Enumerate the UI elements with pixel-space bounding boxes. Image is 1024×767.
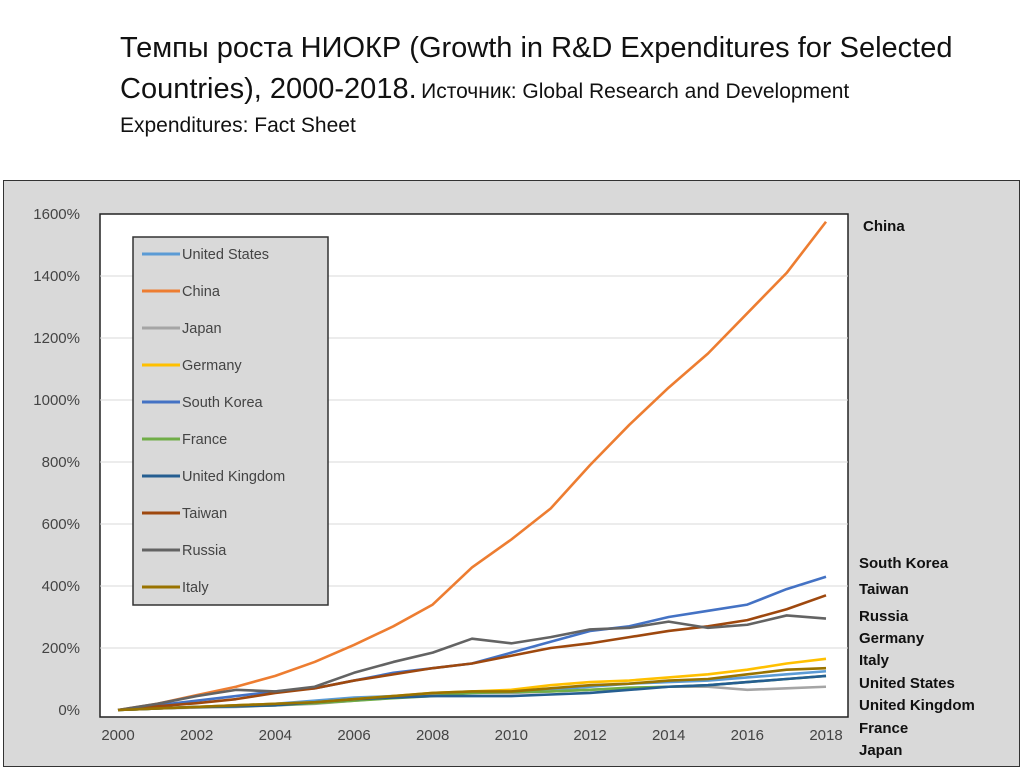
series-line-taiwan (117, 594, 827, 712)
end-label: South Korea (859, 555, 949, 572)
y-tick-label: 600% (42, 516, 80, 533)
y-tick-label: 400% (42, 578, 80, 595)
end-label: France (859, 720, 908, 737)
legend-label: France (182, 432, 227, 448)
x-tick-label: 2008 (416, 727, 449, 744)
y-tick-label: 800% (42, 454, 80, 471)
end-label: United Kingdom (859, 697, 975, 714)
y-tick-label: 0% (58, 702, 80, 719)
series-line-italy (117, 666, 827, 712)
legend-label: Taiwan (182, 506, 227, 522)
x-tick-label: 2004 (259, 727, 292, 744)
y-tick-label: 1600% (33, 206, 80, 223)
legend-label: Italy (182, 580, 209, 596)
slide-title: Темпы роста НИОКР (Growth in R&D Expendi… (120, 30, 1020, 140)
series-line-russia (117, 614, 827, 712)
end-label: Russia (859, 608, 909, 625)
legend-label: South Korea (182, 395, 264, 411)
legend-label: Japan (182, 321, 222, 337)
title-main: Темпы роста НИОКР (Growth in R&D Expendi… (120, 32, 953, 105)
x-tick-label: 2016 (731, 727, 764, 744)
y-tick-label: 1400% (33, 268, 80, 285)
y-tick-label: 1000% (33, 392, 80, 409)
x-tick-label: 2010 (495, 727, 528, 744)
end-label: Germany (859, 630, 925, 647)
end-label: Italy (859, 652, 890, 669)
legend-label: Russia (182, 543, 227, 559)
x-tick-label: 2018 (809, 727, 842, 744)
title-source-line2: Expenditures: Fact Sheet (120, 114, 356, 137)
legend-box (132, 236, 329, 606)
x-tick-label: 2012 (573, 727, 606, 744)
x-tick-label: 2006 (337, 727, 370, 744)
end-label: Japan (859, 742, 902, 759)
end-label: China (863, 218, 905, 235)
y-tick-label: 1200% (33, 330, 80, 347)
x-tick-label: 2002 (180, 727, 213, 744)
legend-label: China (182, 284, 221, 300)
legend-label: United Kingdom (182, 469, 285, 485)
end-label: Taiwan (859, 581, 909, 598)
x-tick-label: 2000 (101, 727, 134, 744)
legend-label: Germany (182, 358, 242, 374)
end-label: United States (859, 675, 955, 692)
title-source: Источник: Global Research and Developmen… (421, 80, 850, 103)
y-tick-label: 200% (42, 640, 80, 657)
legend-label: United States (182, 247, 269, 263)
x-tick-label: 2014 (652, 727, 685, 744)
series-line-china (117, 220, 828, 712)
